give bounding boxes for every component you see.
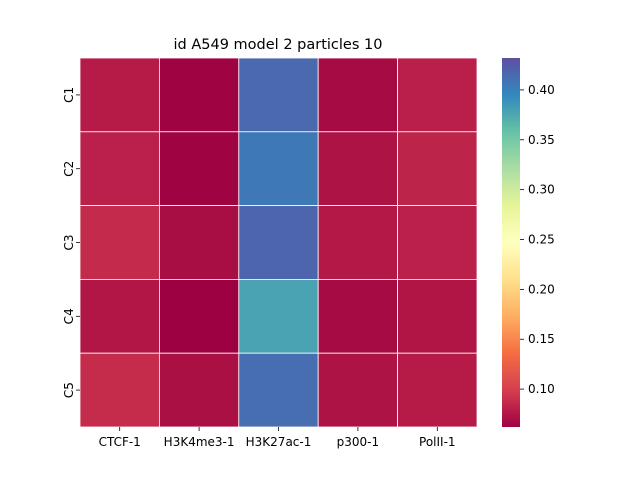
y-tick-label: C2: [62, 161, 76, 177]
heatmap-cell: [79, 57, 160, 133]
heatmap-cell: [397, 205, 478, 280]
y-tick-label: C4: [62, 308, 76, 324]
heatmap-cell: [158, 131, 240, 207]
heatmap-cell: [317, 57, 399, 133]
y-tick-label: C1: [62, 87, 76, 103]
heatmap-cell: [238, 278, 319, 354]
heatmap-cell: [317, 131, 399, 207]
x-axis: CTCF-1 H3K4me3-1 H3K27ac-1 p300-1 PolII-1: [99, 427, 456, 449]
colorbar-gradient: [502, 58, 520, 427]
heatmap-cell: [238, 352, 319, 428]
heatmap-cell: [79, 131, 160, 207]
heatmap-cell: [158, 278, 240, 354]
colorbar-tick-label: 0.20: [528, 282, 555, 296]
heatmap-cell: [317, 352, 399, 428]
heatmap-cells: [79, 57, 478, 428]
heatmap-cell: [397, 131, 478, 207]
colorbar: 0.10 0.15 0.20 0.25 0.30 0.35 0.40: [502, 58, 555, 427]
x-tick-label: PolII-1: [419, 435, 456, 449]
heatmap-cell: [317, 278, 399, 354]
colorbar-tick-label: 0.30: [528, 183, 555, 197]
heatmap-cell: [79, 352, 160, 428]
chart-title: id A549 model 2 particles 10: [174, 37, 383, 53]
x-tick-label: p300-1: [337, 435, 380, 449]
y-tick-label: C5: [62, 382, 76, 398]
heatmap-cell: [397, 352, 478, 428]
heatmap-cell: [158, 352, 240, 428]
heatmap-cell: [238, 57, 319, 133]
colorbar-tick-label: 0.10: [528, 382, 555, 396]
y-axis: C1 C2 C3 C4 C5: [62, 87, 80, 398]
colorbar-tick-label: 0.15: [528, 332, 555, 346]
y-tick-label: C3: [62, 234, 76, 250]
heatmap-cell: [317, 205, 399, 280]
heatmap-cell: [158, 205, 240, 280]
x-tick-label: H3K4me3-1: [164, 435, 235, 449]
x-tick-label: CTCF-1: [99, 435, 141, 449]
colorbar-tick-label: 0.25: [528, 233, 555, 247]
heatmap-cell: [79, 205, 160, 280]
heatmap-cell: [79, 278, 160, 354]
heatmap-cell: [158, 57, 240, 133]
heatmap-cell: [397, 278, 478, 354]
heatmap-cell: [238, 131, 319, 207]
heatmap-cell: [238, 205, 319, 280]
x-tick-label: H3K27ac-1: [246, 435, 312, 449]
colorbar-tick-label: 0.35: [528, 133, 555, 147]
colorbar-tick-label: 0.40: [528, 83, 555, 97]
heatmap-cell: [397, 57, 478, 133]
